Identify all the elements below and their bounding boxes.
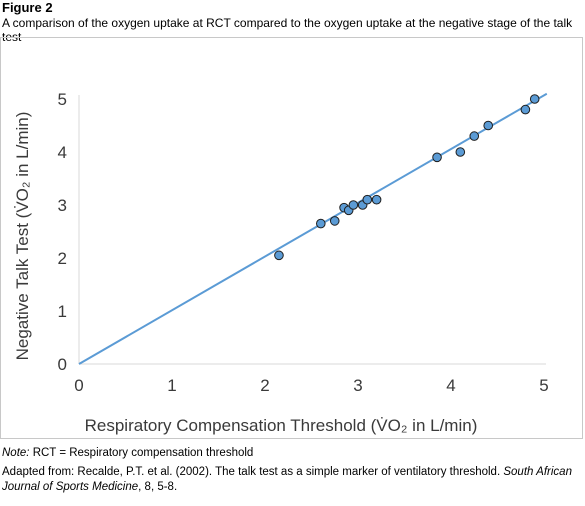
scatter-chart: 0 1 2 3 4 5 0 1 2 3 4 5 Respiratory Compensation Th… [13,90,549,435]
citation: Adapted from: Recalde, P.T. et al. (2002… [2,465,582,495]
y-tick-label: 3 [58,196,67,215]
citation-text: Adapted from: Recalde, P.T. et al. (2002… [2,466,504,478]
note-text: RCT = Respiratory compensation threshold [29,447,254,459]
data-point [348,200,359,210]
note: Note: RCT = Respiratory compensation thr… [2,447,253,459]
x-tick-label: 3 [353,376,362,395]
trendline-group [78,92,548,365]
data-point [316,218,326,229]
data-point [520,104,531,115]
x-tick-label: 1 [167,376,176,395]
chart-frame: 0 1 2 3 4 5 0 1 2 3 4 5 Respiratory Compensation Th… [0,37,583,439]
tick-labels: 0 1 2 3 4 5 0 1 2 3 4 5 [58,90,549,395]
x-axis-label: Respiratory Compensation Threshold (V̇O₂… [85,416,478,435]
data-point [432,152,442,163]
citation-journal: South African Journal of Sports Medicine [2,466,572,493]
data-point [483,120,494,131]
data-points [274,94,540,261]
data-point [469,131,480,141]
y-tick-label: 2 [58,249,67,268]
x-tick-label: 4 [446,376,455,395]
axes [78,95,546,365]
data-point [455,147,466,157]
data-point [274,250,284,261]
note-prefix: Note: [2,447,30,459]
x-tick-label: 0 [74,376,83,395]
trendline [78,92,548,365]
data-point [362,194,373,205]
y-tick-label: 5 [58,90,67,109]
y-axis-label: Negative Talk Test (V̇O₂ in L/min) [13,112,32,361]
figure-label: Figure 2 [2,0,53,15]
data-point [371,194,382,205]
y-tick-label: 4 [58,143,67,162]
citation-suffix: , 8, 5-8. [138,481,178,493]
data-point [329,216,340,226]
y-tick-label: 1 [58,302,67,321]
data-point [529,94,540,104]
x-tick-label: 5 [539,376,548,395]
y-tick-label: 0 [58,355,67,374]
x-tick-label: 2 [260,376,269,395]
